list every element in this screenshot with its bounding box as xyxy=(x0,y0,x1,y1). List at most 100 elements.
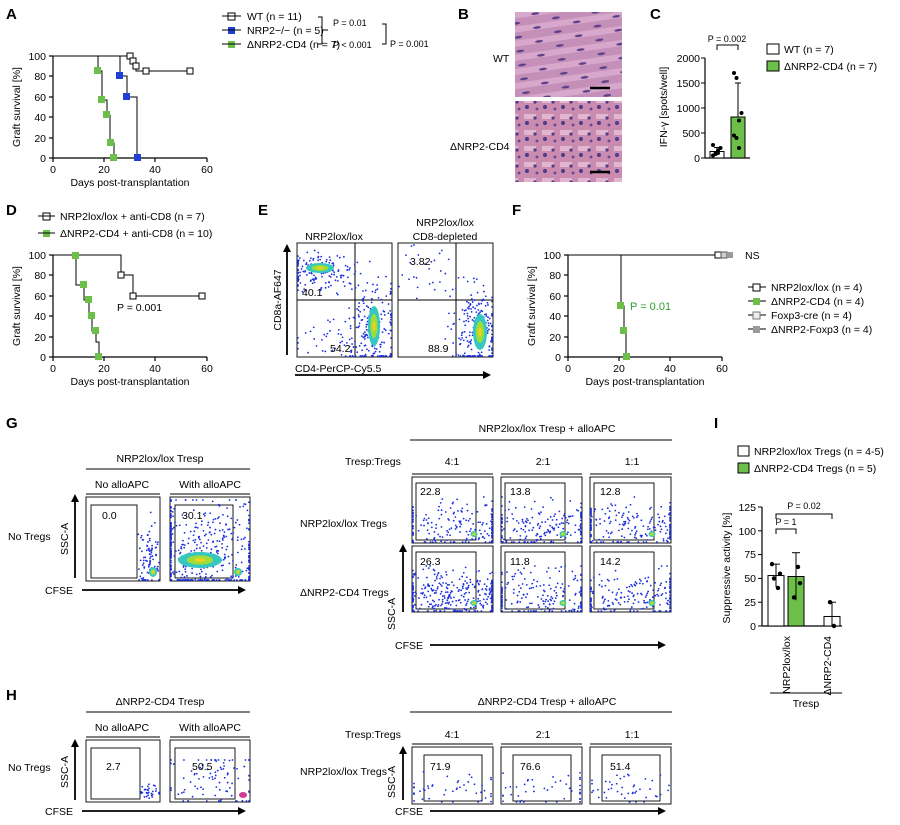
g-grid-dot xyxy=(614,504,617,507)
g-grid-dot xyxy=(412,596,414,598)
h-grid-dot xyxy=(568,787,571,790)
e-dot xyxy=(329,321,331,323)
c-ytick-0: 0 xyxy=(694,153,700,165)
g-grid-dot xyxy=(643,599,645,602)
h-grid-dot xyxy=(579,788,581,791)
e-dot xyxy=(342,280,345,283)
h-right-ylabel: SSC-A xyxy=(386,766,398,798)
g-dot xyxy=(143,567,146,569)
g-grid-dot xyxy=(666,529,669,531)
f-legend-4-swatch xyxy=(753,326,760,333)
g-dot xyxy=(204,512,207,515)
h-grid-dot xyxy=(458,786,461,789)
g-grid-dot xyxy=(669,598,671,600)
g-grid-dot xyxy=(513,588,515,591)
g-grid-dot xyxy=(466,509,469,512)
g-grid-dot xyxy=(412,594,414,596)
g-grid-dot xyxy=(537,512,540,515)
g-grid-dot xyxy=(452,512,455,515)
e-dot xyxy=(380,298,383,301)
e-dot xyxy=(491,329,493,332)
i-group: Tresp xyxy=(793,698,820,710)
h-gate-apc xyxy=(174,747,236,800)
g-dot xyxy=(185,579,188,581)
g-dot xyxy=(183,544,186,547)
h-dot xyxy=(230,794,233,797)
g-grid-dot xyxy=(436,586,439,588)
g-grid-dot xyxy=(445,571,447,573)
g-row2: ΔNRP2-CD4 Tregs xyxy=(300,587,389,599)
c-bars xyxy=(701,57,746,159)
g-grid-dot xyxy=(634,581,637,583)
g-grid-dot xyxy=(590,524,592,526)
e-dot xyxy=(387,332,390,335)
i-point xyxy=(831,623,837,629)
g-grid-dot xyxy=(591,592,594,595)
e-dot xyxy=(297,337,299,339)
e-dots-2 xyxy=(398,244,493,357)
e-dot xyxy=(355,346,358,348)
a-ytick-60: 60 xyxy=(34,92,46,104)
g-dot xyxy=(227,528,230,531)
g-dot xyxy=(153,521,156,524)
h-grid-dot xyxy=(620,793,623,796)
h-r1-3: 51.4 xyxy=(610,761,631,773)
e-dot xyxy=(366,282,369,284)
g-dot xyxy=(192,539,195,542)
f-legend-4: ΔNRP2-Foxp3 (n = 4) xyxy=(771,324,872,336)
g-dot xyxy=(219,522,221,525)
e-dot xyxy=(461,332,463,334)
h-grid-dot xyxy=(667,789,669,792)
e-dot xyxy=(491,349,493,351)
e-dot xyxy=(452,323,455,326)
e-dot xyxy=(355,326,358,329)
g-grid-dot xyxy=(555,594,558,597)
e-dot xyxy=(466,340,469,342)
h-xarrow-head xyxy=(238,807,246,815)
h-dot xyxy=(191,795,194,798)
g-grid-dot xyxy=(437,533,440,536)
g-dot xyxy=(212,518,215,521)
g-dot xyxy=(190,550,193,552)
e-dot xyxy=(382,355,384,357)
e-q1-ul: 40.1 xyxy=(302,287,323,299)
g-grid-dot xyxy=(491,582,493,585)
g-dot xyxy=(147,541,149,543)
e-dot xyxy=(362,290,364,292)
e-dot xyxy=(343,344,346,347)
e-dot xyxy=(486,319,489,322)
g-dot xyxy=(172,573,175,575)
h-dot xyxy=(143,795,146,798)
h-grid-dot xyxy=(484,797,487,799)
g-grid-dot xyxy=(413,603,416,606)
g-dot xyxy=(170,572,172,575)
e-dot xyxy=(462,276,465,279)
g-grid-dot xyxy=(501,586,503,589)
g-grid-dot xyxy=(459,601,462,604)
g-grid-dot xyxy=(558,510,561,513)
e-dot xyxy=(366,334,369,337)
g-grid-dot xyxy=(636,512,638,515)
g-apc-hot2-peak xyxy=(237,571,239,573)
e-dot xyxy=(469,342,472,345)
g-dot xyxy=(181,543,184,546)
g-grid-dot xyxy=(557,526,560,529)
g-grid-dot xyxy=(580,533,582,536)
panel-a-axes xyxy=(49,55,208,162)
g-grid-dot xyxy=(453,608,456,611)
g-grid-dot xyxy=(640,519,643,522)
g-dot xyxy=(244,548,246,550)
g-grid-dot xyxy=(424,587,426,590)
h-dot xyxy=(226,781,229,784)
g-grid-dot xyxy=(604,512,607,515)
e-dot xyxy=(350,351,353,354)
g-grid-dot xyxy=(626,516,629,519)
e-dot xyxy=(303,288,306,291)
g-grid-dot xyxy=(561,583,564,585)
g-grid-dot xyxy=(439,535,441,538)
e-dot xyxy=(470,339,473,341)
g-dot xyxy=(157,541,159,544)
e-dot xyxy=(344,320,347,323)
g-grid-dot xyxy=(580,502,582,505)
g-grid-dot xyxy=(482,496,485,498)
